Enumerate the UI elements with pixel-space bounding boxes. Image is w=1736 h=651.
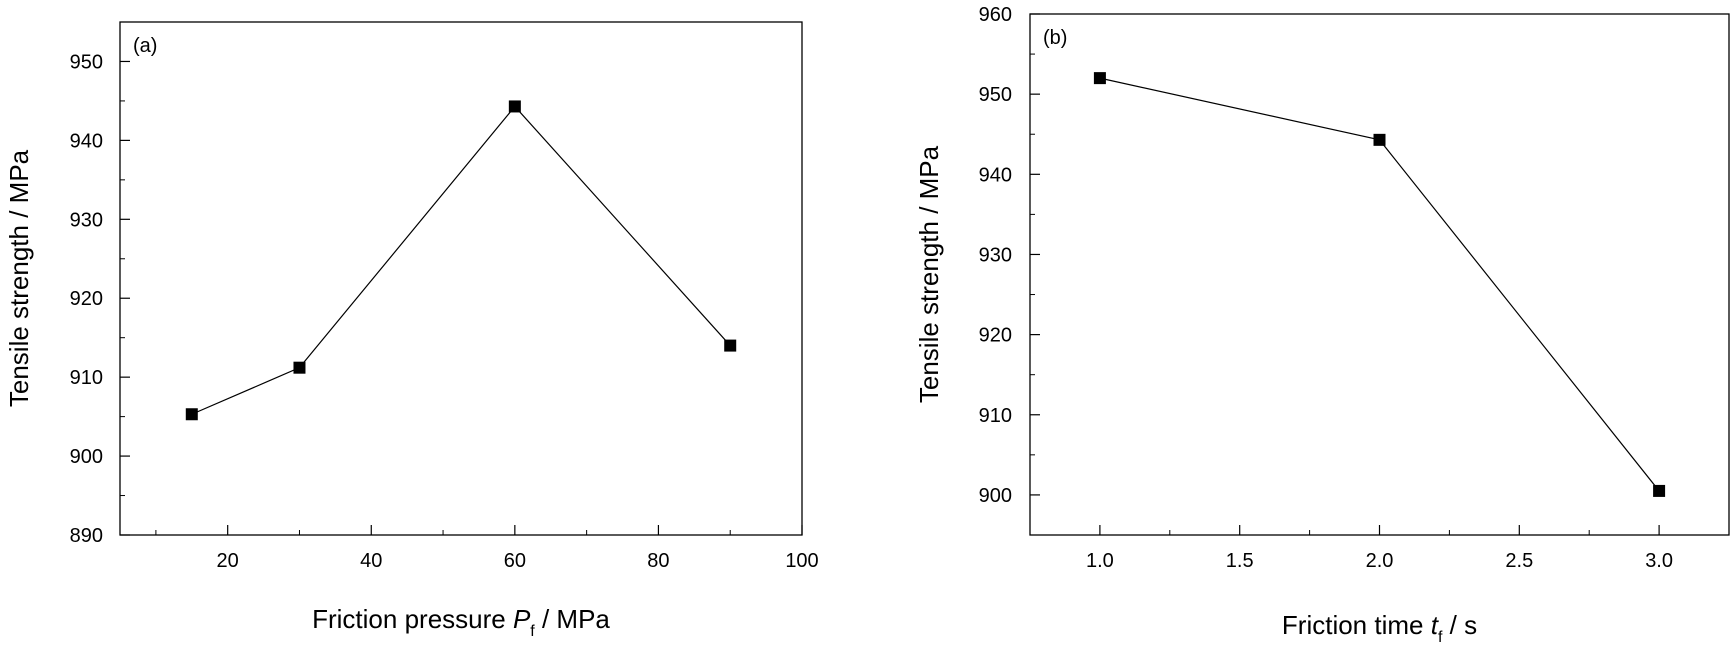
data-point [1093,72,1106,85]
x-tick-label: 80 [647,550,669,572]
y-axis-title: Tensile strength / MPa [4,149,34,407]
y-tick-label: 930 [70,209,103,231]
x-axis-title-subscript: f [530,623,535,640]
plot-frame [1029,13,1730,536]
x-axis-title-unit: / s [1442,610,1477,640]
y-tick-label: 910 [70,367,103,389]
x-axis-title-unit: / MPa [535,604,611,634]
panel-label: (b) [1043,27,1067,49]
x-tick-label: 1.5 [1226,550,1254,572]
y-axis-title: Tensile strength / MPa [914,145,944,403]
data-point [1653,484,1666,497]
data-point [724,339,737,352]
chart-panel-b: 1.0 1.5 2.0 2.5 3.0 900 910 920 930 940 950 960 (b) T… [914,4,1730,646]
y-tick-label: 940 [70,130,103,152]
x-tick-label: 3.0 [1645,550,1673,572]
data-point [1373,133,1386,146]
y-tick-label: 950 [979,84,1012,106]
x-tick-label: 60 [504,550,526,572]
y-tick-label: 940 [979,164,1012,186]
chart-panel-a: 20 40 60 80 100 890 900 910 920 930 940 950 (a) Tensi… [4,21,819,640]
y-tick-label: 910 [979,405,1012,427]
y-tick-label: 900 [70,446,103,468]
plot-frame [119,21,803,536]
y-tick-label: 920 [70,288,103,310]
x-axis-title: Friction pressure Pf / MPa [312,604,610,640]
y-tick-label: 930 [979,244,1012,266]
x-axis-title: Friction time tf / s [1282,610,1477,646]
data-point [185,408,198,421]
x-axis-title-variable: t [1431,610,1440,640]
x-tick-label: 2.5 [1505,550,1533,572]
x-tick-label: 40 [360,550,382,572]
x-tick-label: 1.0 [1086,550,1114,572]
x-tick-label: 2.0 [1366,550,1394,572]
x-axis-title-text: Friction pressure [312,604,513,634]
y-tick-label: 890 [70,525,103,547]
y-tick-label: 920 [979,325,1012,347]
y-tick-label: 950 [70,51,103,73]
y-tick-label: 900 [979,485,1012,507]
x-axis-title-variable: P [513,604,531,634]
x-axis-title-subscript: f [1438,629,1443,646]
x-tick-label: 100 [785,550,818,572]
series-line [191,105,731,415]
panel-label: (a) [133,35,157,57]
x-axis-title-text: Friction time [1282,610,1431,640]
x-tick-label: 20 [217,550,239,572]
y-tick-label: 960 [979,4,1012,26]
data-point [293,361,306,374]
data-point [508,100,521,113]
